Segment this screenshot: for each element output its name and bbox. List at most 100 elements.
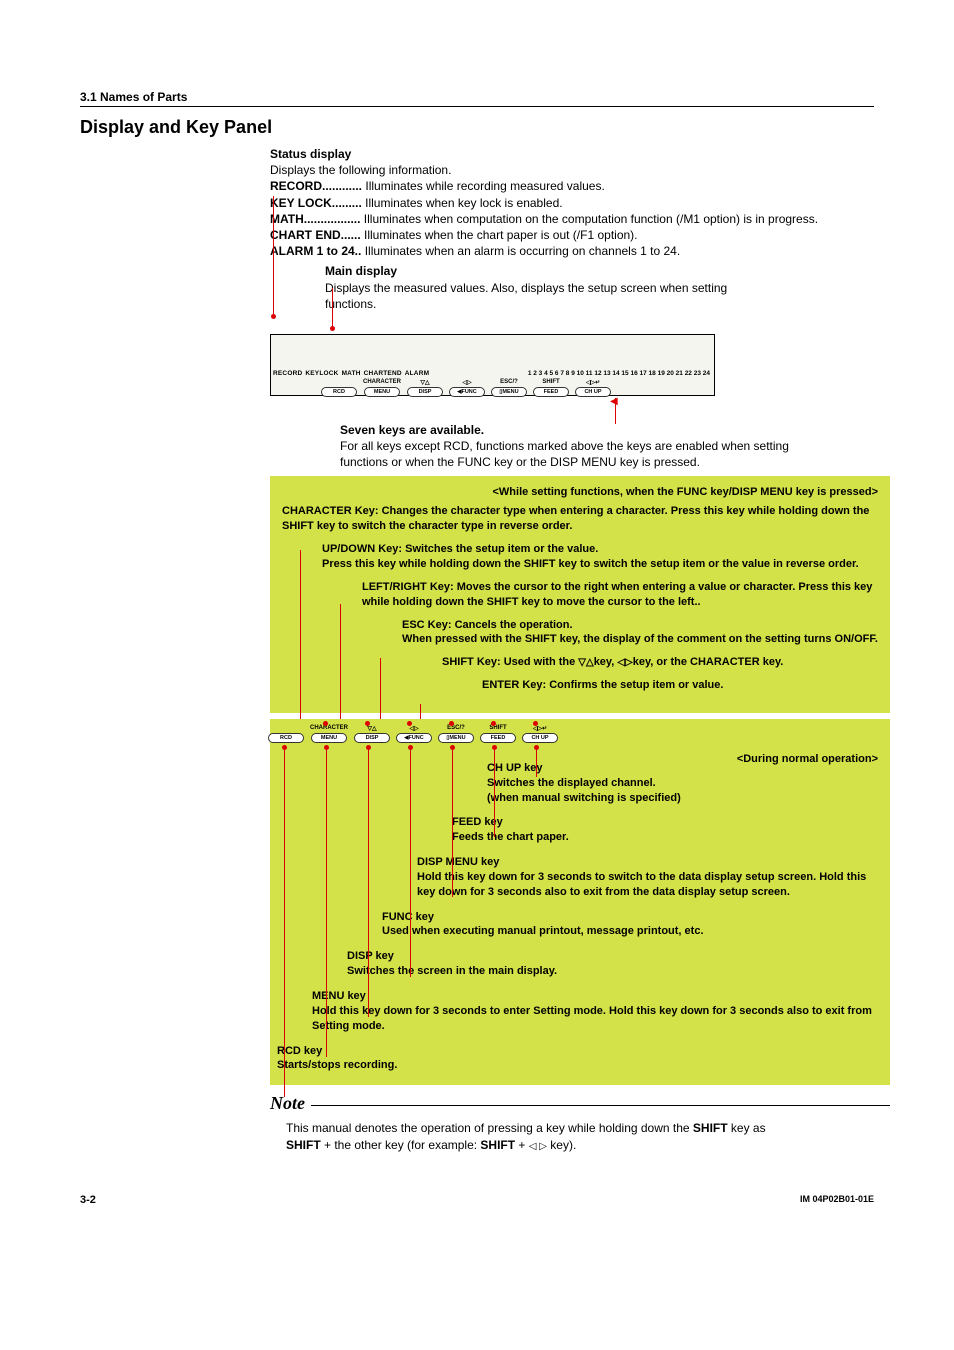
key-top-1: CHARACTER bbox=[363, 379, 401, 387]
key-row-top: RCD CHARACTERMENU ▽△DISP ◁▷◀FUNC ESC/?▯M… bbox=[321, 379, 611, 397]
seven-desc: For all keys except RCD, functions marke… bbox=[340, 438, 810, 470]
main-display-heading: Main display bbox=[325, 263, 874, 279]
key2-func[interactable]: ◀FUNC bbox=[396, 733, 432, 743]
key-menu[interactable]: MENU bbox=[364, 387, 400, 397]
status-label-4: ALARM 1 to 24.. bbox=[270, 244, 361, 258]
key-disp[interactable]: DISP bbox=[407, 387, 443, 397]
status-desc-0: Illuminates while recording measured val… bbox=[365, 179, 604, 193]
page-title: Display and Key Panel bbox=[80, 117, 874, 138]
key-top-4: ESC/? bbox=[500, 379, 518, 387]
key2-top-3: ◁▷ bbox=[409, 725, 418, 733]
leftright-icon-note: ◁ ▷ bbox=[529, 1140, 547, 1154]
key2-rcd[interactable]: RCD bbox=[268, 733, 304, 743]
character-key-desc: CHARACTER Key: Changes the character typ… bbox=[282, 504, 878, 534]
normal-operation-box: RCD CHARACTERMENU ▽△DISP ◁▷◀FUNC ESC/?▯M… bbox=[270, 719, 890, 1085]
status-desc-3: Illuminates when the chart paper is out … bbox=[364, 228, 637, 242]
note-b3: + the other key (for example: bbox=[321, 1138, 481, 1152]
updown-key-desc: UP/DOWN Key: Switches the setup item or … bbox=[322, 542, 878, 572]
ybox-header: <While setting functions, when the FUNC … bbox=[282, 486, 878, 498]
shift-t2: key, or the CHARACTER key. bbox=[633, 656, 784, 668]
chup-head: CH UP key bbox=[487, 762, 542, 774]
key2-top-1: CHARACTER bbox=[310, 725, 348, 733]
status-label-0: RECORD............ bbox=[270, 179, 362, 193]
main-display-desc: Displays the measured values. Also, disp… bbox=[325, 280, 755, 312]
note-shift3: SHIFT bbox=[480, 1138, 518, 1152]
main-display-block: Main display Displays the measured value… bbox=[325, 263, 874, 312]
feed-head: FEED key bbox=[452, 816, 503, 828]
note-shift1: SHIFT bbox=[693, 1121, 728, 1135]
lcd-diagram: RECORD KEYLOCK MATH CHARTEND ALARM 1 2 3… bbox=[270, 318, 720, 418]
rcd-desc: Starts/stops recording. bbox=[277, 1059, 397, 1071]
chup-desc: Switches the displayed channel. (when ma… bbox=[487, 777, 681, 804]
page-footer: 3-2 IM 04P02B01-01E bbox=[80, 1194, 874, 1206]
menu-head: MENU key bbox=[312, 990, 366, 1002]
shift-tm: key, bbox=[594, 656, 618, 668]
key2-feed[interactable]: FEED bbox=[480, 733, 516, 743]
key-top-5: SHIFT bbox=[542, 379, 559, 387]
key-top-6: ◁▷↵ bbox=[586, 379, 600, 387]
status-intro: Displays the following information. bbox=[270, 162, 874, 178]
esc-key-desc: ESC Key: Cancels the operation. When pre… bbox=[402, 618, 878, 648]
func-desc: Used when executing manual printout, mes… bbox=[382, 925, 704, 937]
status-heading: Status display bbox=[270, 146, 874, 162]
key-chup[interactable]: CH UP bbox=[575, 387, 611, 397]
note-b4: + bbox=[518, 1138, 528, 1152]
lcd-lbl-2: MATH bbox=[342, 370, 361, 377]
note-b2: key as bbox=[728, 1121, 766, 1135]
disp-head: DISP key bbox=[347, 950, 394, 962]
status-display-block: Status display Displays the following in… bbox=[270, 146, 874, 259]
key2-top-2: ▽△ bbox=[367, 725, 376, 733]
menu-desc: Hold this key down for 3 seconds to ente… bbox=[312, 1005, 872, 1032]
note-b1: This manual denotes the operation of pre… bbox=[286, 1121, 693, 1135]
feed-desc: Feeds the chart paper. bbox=[452, 831, 569, 843]
status-desc-4: Illuminates when an alarm is occurring o… bbox=[365, 244, 681, 258]
shift-key-desc: SHIFT Key: Used with the ▽△key, ◁▷key, o… bbox=[442, 655, 878, 670]
seven-heading: Seven keys are available. bbox=[340, 422, 874, 438]
key-row-bottom: RCD CHARACTERMENU ▽△DISP ◁▷◀FUNC ESC/?▯M… bbox=[268, 725, 558, 743]
status-label-1: KEY LOCK......... bbox=[270, 196, 362, 210]
key2-top-6: ◁▷↵ bbox=[533, 725, 547, 733]
leftright-icon: ◁▷ bbox=[617, 656, 632, 670]
note-block: Note This manual denotes the operation o… bbox=[270, 1093, 890, 1154]
status-label-2: MATH................. bbox=[270, 212, 360, 226]
seven-keys-block: Seven keys are available. For all keys e… bbox=[340, 422, 874, 471]
key-rcd[interactable]: RCD bbox=[321, 387, 357, 397]
key2-chup[interactable]: CH UP bbox=[522, 733, 558, 743]
status-label-3: CHART END...... bbox=[270, 228, 361, 242]
key-func[interactable]: ◀FUNC bbox=[449, 387, 485, 397]
lcd-channel-numbers: 1 2 3 4 5 6 7 8 9 10 11 12 13 14 15 16 1… bbox=[528, 370, 710, 377]
lcd-lbl-4: ALARM bbox=[405, 370, 429, 377]
key2-dispmenu[interactable]: ▯MENU bbox=[438, 733, 474, 743]
updown-icon: ▽△ bbox=[578, 656, 593, 670]
doc-id: IM 04P02B01-01E bbox=[800, 1194, 874, 1206]
note-title: Note bbox=[270, 1093, 305, 1114]
lcd-status-labels: RECORD KEYLOCK MATH CHARTEND ALARM bbox=[273, 370, 429, 377]
note-rule bbox=[311, 1105, 890, 1106]
key2-disp[interactable]: DISP bbox=[354, 733, 390, 743]
shift-t1: SHIFT Key: Used with the bbox=[442, 656, 578, 668]
status-desc-2: Illuminates when computation on the comp… bbox=[364, 211, 844, 227]
func-head: FUNC key bbox=[382, 911, 434, 923]
key-top-2: ▽△ bbox=[420, 379, 429, 387]
note-shift2: SHIFT bbox=[286, 1138, 321, 1152]
leftright-key-desc: LEFT/RIGHT Key: Moves the cursor to the … bbox=[362, 580, 878, 610]
key-top-3: ◁▷ bbox=[462, 379, 471, 387]
dmenu-desc: Hold this key down for 3 seconds to swit… bbox=[417, 871, 866, 898]
dmenu-head: DISP MENU key bbox=[417, 856, 499, 868]
key2-top-4: ESC/? bbox=[447, 725, 465, 733]
key-feed[interactable]: FEED bbox=[533, 387, 569, 397]
setting-functions-box: <While setting functions, when the FUNC … bbox=[270, 476, 890, 712]
lcd-panel: RECORD KEYLOCK MATH CHARTEND ALARM 1 2 3… bbox=[270, 334, 715, 396]
status-desc-1: Illuminates when key lock is enabled. bbox=[365, 196, 562, 210]
enter-key-desc: ENTER Key: Confirms the setup item or va… bbox=[482, 678, 878, 693]
note-body: This manual denotes the operation of pre… bbox=[286, 1120, 890, 1154]
key2-menu[interactable]: MENU bbox=[311, 733, 347, 743]
lcd-lbl-0: RECORD bbox=[273, 370, 302, 377]
page-number: 3-2 bbox=[80, 1194, 96, 1206]
gbox-header: <During normal operation> bbox=[737, 753, 878, 765]
lcd-lbl-1: KEYLOCK bbox=[305, 370, 338, 377]
key-dispmenu[interactable]: ▯MENU bbox=[491, 387, 527, 397]
disp-desc: Switches the screen in the main display. bbox=[347, 965, 557, 977]
lcd-lbl-3: CHARTEND bbox=[364, 370, 402, 377]
section-header: 3.1 Names of Parts bbox=[80, 90, 874, 107]
